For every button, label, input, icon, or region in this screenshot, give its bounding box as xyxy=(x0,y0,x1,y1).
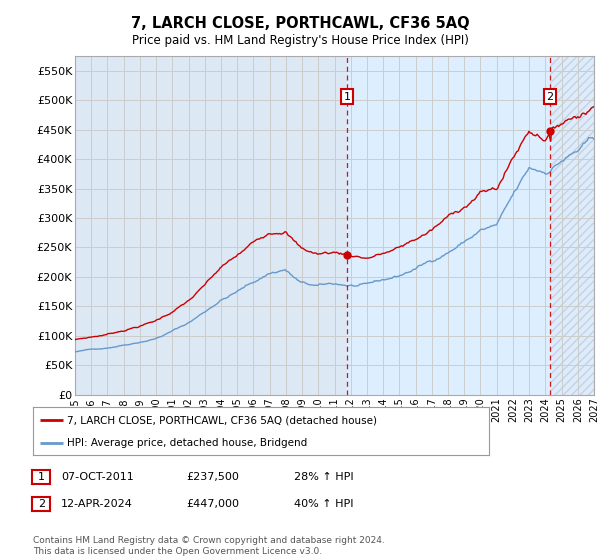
Text: 7, LARCH CLOSE, PORTHCAWL, CF36 5AQ: 7, LARCH CLOSE, PORTHCAWL, CF36 5AQ xyxy=(131,16,469,31)
Text: Price paid vs. HM Land Registry's House Price Index (HPI): Price paid vs. HM Land Registry's House … xyxy=(131,34,469,46)
Text: 1: 1 xyxy=(38,472,45,482)
Text: 28% ↑ HPI: 28% ↑ HPI xyxy=(294,472,353,482)
Text: 1: 1 xyxy=(343,92,350,102)
Bar xyxy=(550,56,594,395)
Text: Contains HM Land Registry data © Crown copyright and database right 2024.
This d: Contains HM Land Registry data © Crown c… xyxy=(33,536,385,556)
Text: 40% ↑ HPI: 40% ↑ HPI xyxy=(294,499,353,509)
Text: 2: 2 xyxy=(547,92,553,102)
Bar xyxy=(347,56,550,395)
Text: £237,500: £237,500 xyxy=(186,472,239,482)
Bar xyxy=(550,56,594,395)
Text: 2: 2 xyxy=(38,499,45,509)
Text: HPI: Average price, detached house, Bridgend: HPI: Average price, detached house, Brid… xyxy=(67,438,307,448)
Text: 7, LARCH CLOSE, PORTHCAWL, CF36 5AQ (detached house): 7, LARCH CLOSE, PORTHCAWL, CF36 5AQ (det… xyxy=(67,416,377,426)
Text: £447,000: £447,000 xyxy=(186,499,239,509)
Text: 07-OCT-2011: 07-OCT-2011 xyxy=(61,472,134,482)
Text: 12-APR-2024: 12-APR-2024 xyxy=(61,499,133,509)
